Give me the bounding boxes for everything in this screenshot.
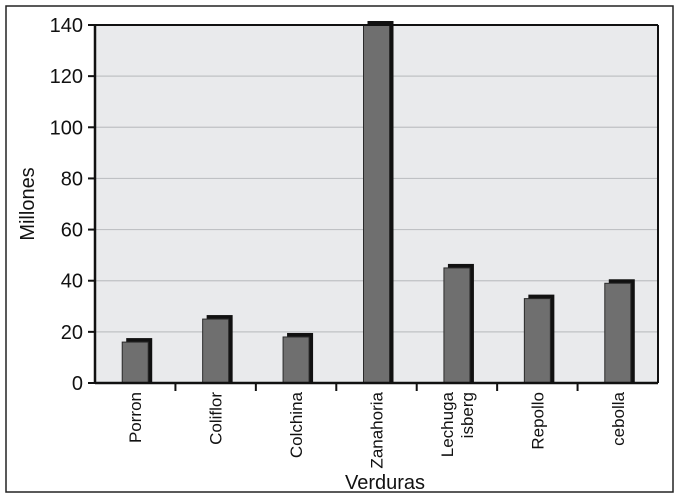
x-tick-label-1-line-0: Coliflor: [207, 392, 226, 445]
bar-4: [443, 267, 471, 384]
x-axis-label: Verduras: [345, 472, 425, 494]
bar-1: [202, 318, 230, 384]
x-tick-label-4-line-0: Lechuga: [438, 391, 457, 457]
x-tick-label-6-line-0: cebolla: [609, 391, 628, 445]
bars: [121, 21, 635, 384]
x-tick-label-1: Coliflor: [207, 392, 226, 445]
y-tick-label-7: 140: [50, 15, 83, 37]
y-tick-label-3: 60: [61, 220, 83, 242]
y-tick-label-0: 0: [72, 373, 83, 395]
x-tick-label-6: cebolla: [609, 391, 628, 445]
x-tick-label-0: Porron: [126, 392, 145, 443]
x-tick-label-4-line-1: isberg: [458, 392, 477, 438]
y-tick-label-6: 120: [50, 66, 83, 88]
x-tick-label-2: Colchina: [287, 391, 306, 458]
bar-6: [604, 282, 632, 384]
y-tick-label-2: 40: [61, 271, 83, 293]
y-tick-labels: 0 20 40 60 80 100 120 140: [50, 15, 95, 395]
bar-2: [282, 336, 310, 384]
axes: [93, 24, 659, 385]
x-tick-label-5: Repollo: [528, 392, 547, 450]
x-tick-label-3: Zanahoria: [368, 391, 387, 468]
y-tick-label-1: 20: [61, 322, 83, 344]
x-tick-label-0-line-0: Porron: [126, 392, 145, 443]
x-tick-label-4: Lechuga isberg: [438, 391, 477, 457]
y-axis-label: Millones: [17, 167, 39, 240]
x-tick-label-2-line-0: Colchina: [287, 391, 306, 458]
y-tick-label-5: 100: [50, 117, 83, 139]
bar-5: [523, 298, 551, 384]
x-tick-labels: Porron Coliflor Colchina Zanahoria Lechuga is…: [126, 383, 628, 469]
x-tick-label-5-line-0: Repollo: [528, 392, 547, 450]
x-tick-label-3-line-0: Zanahoria: [368, 391, 387, 468]
y-tick-label-4: 80: [61, 168, 83, 190]
bar-0: [121, 341, 149, 384]
bar-3: [363, 24, 390, 384]
